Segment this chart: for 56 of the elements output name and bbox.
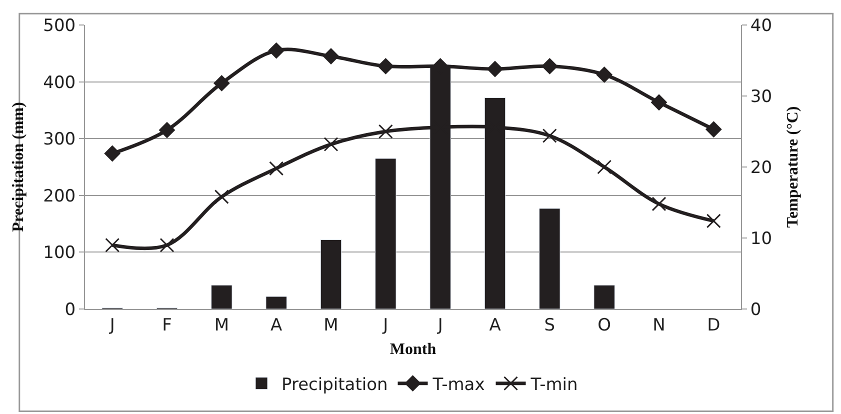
bar [266,296,287,309]
bar [211,284,232,309]
point [160,238,174,252]
point [159,122,175,138]
x-tick-label: M [214,315,230,336]
y-tick-label: 0 [64,300,76,320]
point [323,48,339,64]
bar [594,284,615,309]
legend-label: Precipitation [282,374,388,395]
point [378,124,393,139]
point [378,58,394,74]
legend-label: T-min [530,374,578,395]
x-tick-label: O [598,315,612,336]
x-tick-label: J [382,315,388,336]
point [542,128,557,144]
y-tick-label: 300 [43,130,76,150]
point [706,121,722,138]
y2-axis-title: Temperature (°C) [784,106,802,228]
y2-tick-label: 30 [750,86,772,107]
point [596,66,612,83]
point [651,94,667,110]
point [652,196,666,212]
bar [320,239,342,309]
bar [375,158,396,309]
point [269,161,284,176]
x-tick-label: A [270,315,283,336]
x-tick-label: N [652,315,666,336]
point [706,214,721,228]
x-axis-title: Month [390,341,436,358]
point [214,75,230,92]
y-axis-title: Precipitation (mm) [10,102,28,232]
y-tick-label: 400 [43,72,76,93]
y2-tick-label: 10 [750,228,772,249]
point [105,238,120,252]
point [104,146,120,162]
y-tick-label: 100 [43,243,76,264]
point [542,58,558,74]
point [268,42,284,58]
x-tick-label: J [436,315,443,336]
point [324,137,338,152]
x-tick-label: A [489,315,502,336]
y2-tick-label: 40 [750,16,772,36]
bar [539,208,560,309]
x-tick-label: J [108,315,115,336]
x-tick-label: F [162,315,172,336]
y2-tick-label: 0 [750,300,762,320]
legend-label: T-max [432,374,485,395]
y2-tick-label: 20 [750,158,772,178]
y-tick-label: 200 [43,186,76,206]
y-tick-label: 500 [43,16,76,36]
point [597,160,612,174]
point [214,190,229,204]
x-tick-label: S [544,315,556,336]
x-tick-label: M [324,315,338,336]
point [487,61,503,77]
x-tick-label: D [707,315,720,336]
